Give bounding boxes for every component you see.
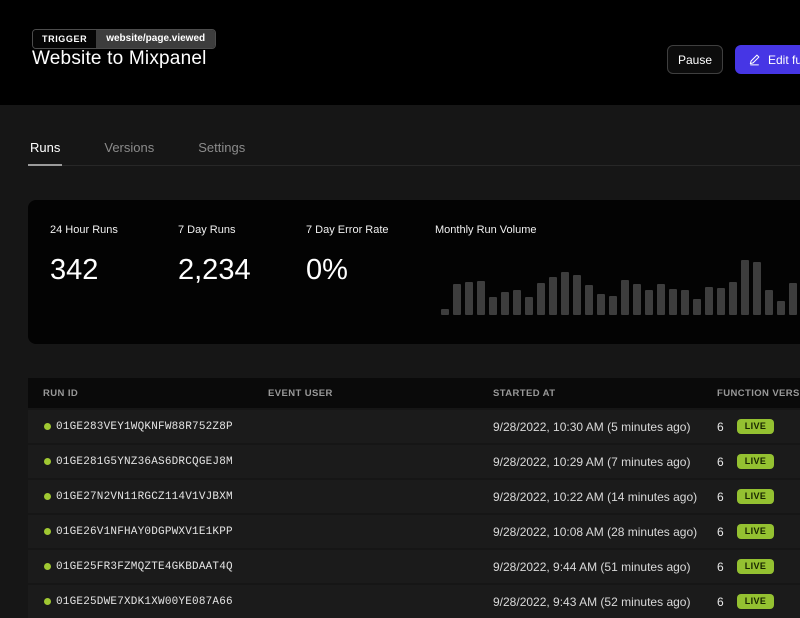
started-at: 9/28/2022, 9:43 AM (52 minutes ago) bbox=[493, 594, 691, 609]
edit-function-button-label: Edit function bbox=[767, 52, 800, 67]
stat-value: 0% bbox=[306, 254, 348, 286]
live-status-badge: LIVE bbox=[736, 419, 775, 434]
live-status-badge: LIVE bbox=[736, 524, 775, 539]
live-status-badge: LIVE bbox=[736, 559, 775, 574]
volume-bar bbox=[729, 282, 737, 315]
stats-card: 24 Hour Runs 342 7 Day Runs 2,234 7 Day … bbox=[28, 200, 800, 344]
runs-table: RUN ID EVENT USER STARTED AT FUNCTION VE… bbox=[28, 378, 800, 618]
stat-label: 24 Hour Runs bbox=[50, 224, 118, 236]
run-id: 01GE25FR3FZMQZTE4GKBDAAT4Q bbox=[56, 560, 233, 573]
volume-bar bbox=[669, 289, 677, 315]
volume-bar bbox=[573, 275, 581, 315]
run-id: 01GE281G5YNZ36AS6DRCQGEJ8M bbox=[56, 455, 233, 468]
volume-bar bbox=[681, 290, 689, 315]
column-header-event-user: EVENT USER bbox=[268, 387, 333, 399]
volume-bar bbox=[705, 287, 713, 315]
trigger-badge-label: TRIGGER bbox=[33, 30, 97, 48]
live-status-badge: LIVE bbox=[736, 489, 775, 504]
trigger-badge: TRIGGER website/page.viewed bbox=[32, 29, 217, 49]
volume-bar bbox=[741, 260, 749, 315]
volume-bar bbox=[693, 299, 701, 315]
run-status-dot bbox=[44, 598, 51, 605]
started-at: 9/28/2022, 9:44 AM (51 minutes ago) bbox=[493, 559, 691, 574]
pencil-icon bbox=[748, 53, 761, 66]
function-version: 6 bbox=[717, 489, 724, 504]
volume-bar bbox=[525, 297, 533, 315]
volume-bar bbox=[597, 294, 605, 315]
volume-bar bbox=[609, 296, 617, 315]
table-row[interactable]: 01GE25DWE7XDK1XW00YE087A66 9/28/2022, 9:… bbox=[28, 585, 800, 618]
run-status-dot bbox=[44, 563, 51, 570]
volume-bar bbox=[561, 272, 569, 315]
pause-button[interactable]: Pause bbox=[667, 45, 723, 74]
started-at: 9/28/2022, 10:08 AM (28 minutes ago) bbox=[493, 524, 698, 539]
function-version: 6 bbox=[717, 594, 724, 609]
volume-bar bbox=[717, 288, 725, 315]
started-at: 9/28/2022, 10:29 AM (7 minutes ago) bbox=[493, 454, 691, 469]
stat-value: 342 bbox=[50, 254, 99, 286]
tab-runs[interactable]: Runs bbox=[28, 138, 63, 166]
run-status-dot bbox=[44, 528, 51, 535]
volume-bar bbox=[753, 262, 761, 315]
table-row[interactable]: 01GE25FR3FZMQZTE4GKBDAAT4Q 9/28/2022, 9:… bbox=[28, 550, 800, 583]
volume-bar bbox=[477, 281, 485, 315]
function-version: 6 bbox=[717, 524, 724, 539]
volume-bar bbox=[513, 290, 521, 315]
run-id: 01GE26V1NFHAY0DGPWXV1E1KPP bbox=[56, 525, 233, 538]
table-row[interactable]: 01GE283VEY1WQKNFW88R752Z8P 9/28/2022, 10… bbox=[28, 410, 800, 443]
live-status-badge: LIVE bbox=[736, 454, 775, 469]
stat-label: 7 Day Error Rate bbox=[306, 224, 389, 236]
tab-settings[interactable]: Settings bbox=[198, 140, 246, 155]
table-row[interactable]: 01GE281G5YNZ36AS6DRCQGEJ8M 9/28/2022, 10… bbox=[28, 445, 800, 478]
trigger-event-name[interactable]: website/page.viewed bbox=[96, 30, 216, 48]
volume-bar bbox=[501, 292, 509, 315]
live-status-badge: LIVE bbox=[736, 594, 775, 609]
volume-bar bbox=[777, 301, 785, 315]
app-header: TRIGGER website/page.viewed Website to M… bbox=[0, 0, 800, 105]
volume-bar bbox=[645, 290, 653, 315]
run-id: 01GE27N2VN11RGCZ114V1VJBXM bbox=[56, 490, 233, 503]
run-status-dot bbox=[44, 423, 51, 430]
pause-button-label: Pause bbox=[677, 52, 713, 67]
started-at: 9/28/2022, 10:30 AM (5 minutes ago) bbox=[493, 419, 691, 434]
column-header-function-version: FUNCTION VERSION bbox=[717, 387, 800, 399]
volume-bar bbox=[465, 282, 473, 315]
run-status-dot bbox=[44, 458, 51, 465]
volume-bar bbox=[453, 284, 461, 315]
column-header-started-at: STARTED AT bbox=[493, 387, 556, 399]
volume-bar bbox=[441, 309, 449, 315]
function-version: 6 bbox=[717, 454, 724, 469]
function-version: 6 bbox=[717, 559, 724, 574]
volume-bar bbox=[765, 290, 773, 315]
tab-bar: Runs Versions Settings bbox=[28, 138, 800, 166]
table-row[interactable]: 01GE27N2VN11RGCZ114V1VJBXM 9/28/2022, 10… bbox=[28, 480, 800, 513]
table-row[interactable]: 01GE26V1NFHAY0DGPWXV1E1KPP 9/28/2022, 10… bbox=[28, 515, 800, 548]
volume-bar bbox=[537, 283, 545, 315]
run-id: 01GE283VEY1WQKNFW88R752Z8P bbox=[56, 420, 233, 433]
stat-label: 7 Day Runs bbox=[178, 224, 236, 236]
column-header-run-id: RUN ID bbox=[43, 387, 79, 399]
tab-versions[interactable]: Versions bbox=[104, 140, 155, 155]
volume-bar bbox=[789, 283, 797, 315]
started-at: 9/28/2022, 10:22 AM (14 minutes ago) bbox=[493, 489, 698, 504]
volume-bar bbox=[633, 284, 641, 315]
volume-bar bbox=[657, 284, 665, 315]
edit-function-button[interactable]: Edit function bbox=[735, 45, 800, 74]
page-title: Website to Mixpanel bbox=[32, 48, 207, 69]
volume-bar bbox=[621, 280, 629, 315]
volume-bar bbox=[585, 285, 593, 315]
table-header-row: RUN ID EVENT USER STARTED AT FUNCTION VE… bbox=[28, 378, 800, 408]
volume-bar bbox=[489, 297, 497, 315]
function-version: 6 bbox=[717, 419, 724, 434]
stat-value: 2,234 bbox=[178, 254, 251, 286]
run-volume-chart-title: Monthly Run Volume bbox=[435, 224, 537, 236]
run-status-dot bbox=[44, 493, 51, 500]
run-id: 01GE25DWE7XDK1XW00YE087A66 bbox=[56, 595, 233, 608]
volume-bar bbox=[549, 277, 557, 315]
run-volume-bars bbox=[441, 260, 800, 315]
